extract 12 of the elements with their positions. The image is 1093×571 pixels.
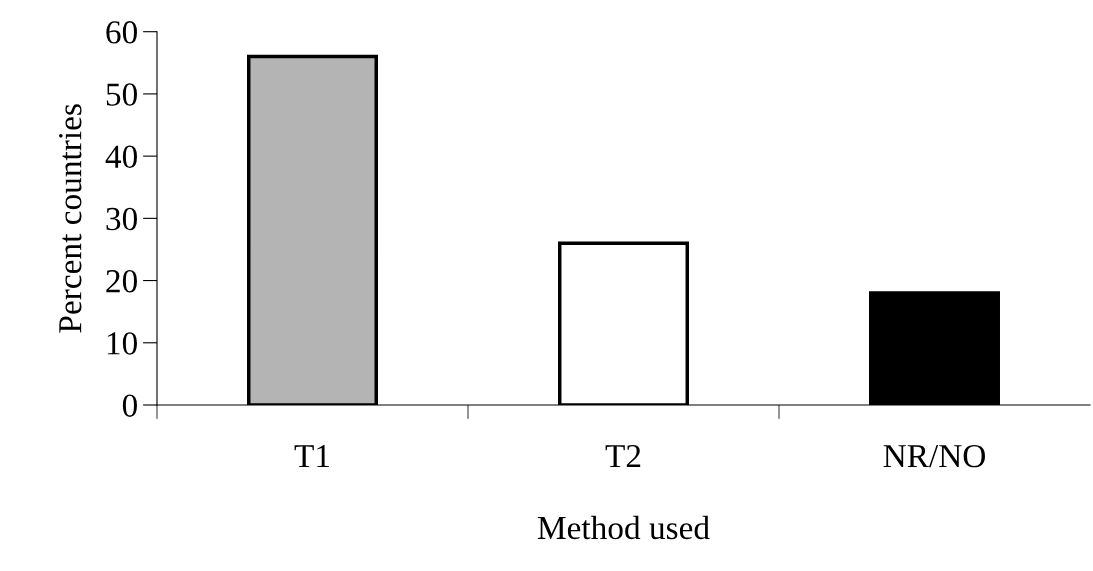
y-tick-label: 60 [106,21,137,44]
x-tick-label: T1 [294,445,330,468]
y-axis-title: Percent countries [59,104,82,333]
x-axis-title: Method used [537,515,710,540]
y-tick-label: 20 [106,269,137,293]
y-tick-label: 10 [107,332,137,355]
y-tick-label: 0 [122,394,137,417]
x-tick-label: T2 [605,444,641,468]
y-tick-label: 50 [106,83,137,106]
y-tick-label: 30 [106,207,137,231]
y-tick-label: 40 [105,145,137,169]
x-tick-label: NR/NO [883,444,985,468]
